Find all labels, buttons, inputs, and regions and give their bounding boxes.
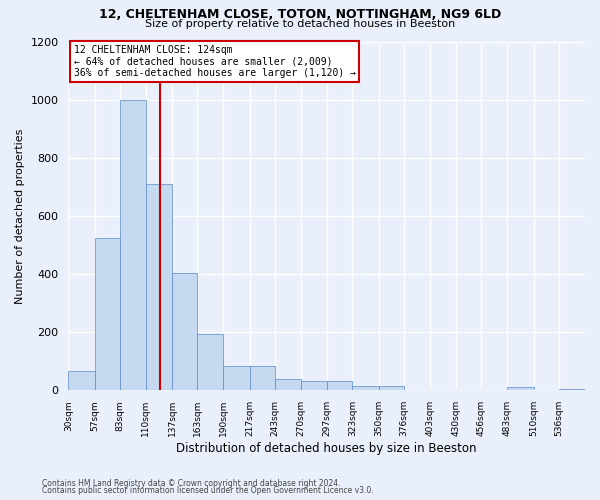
Text: Contains public sector information licensed under the Open Government Licence v3: Contains public sector information licen…: [42, 486, 374, 495]
Bar: [146, 184, 172, 390]
Bar: [301, 381, 327, 390]
Bar: [250, 366, 275, 390]
Bar: [223, 366, 250, 390]
Bar: [275, 378, 301, 390]
Text: Size of property relative to detached houses in Beeston: Size of property relative to detached ho…: [145, 19, 455, 29]
Bar: [327, 381, 352, 390]
Bar: [559, 389, 585, 390]
Bar: [352, 386, 379, 390]
Text: Contains HM Land Registry data © Crown copyright and database right 2024.: Contains HM Land Registry data © Crown c…: [42, 478, 341, 488]
Bar: [508, 388, 533, 390]
Bar: [68, 372, 95, 390]
Bar: [379, 386, 404, 390]
X-axis label: Distribution of detached houses by size in Beeston: Distribution of detached houses by size …: [176, 442, 477, 455]
Bar: [197, 334, 223, 390]
Bar: [172, 272, 197, 390]
Text: 12 CHELTENHAM CLOSE: 124sqm
← 64% of detached houses are smaller (2,009)
36% of : 12 CHELTENHAM CLOSE: 124sqm ← 64% of det…: [74, 45, 356, 78]
Y-axis label: Number of detached properties: Number of detached properties: [15, 128, 25, 304]
Bar: [95, 238, 120, 390]
Text: 12, CHELTENHAM CLOSE, TOTON, NOTTINGHAM, NG9 6LD: 12, CHELTENHAM CLOSE, TOTON, NOTTINGHAM,…: [99, 8, 501, 20]
Bar: [120, 100, 146, 391]
